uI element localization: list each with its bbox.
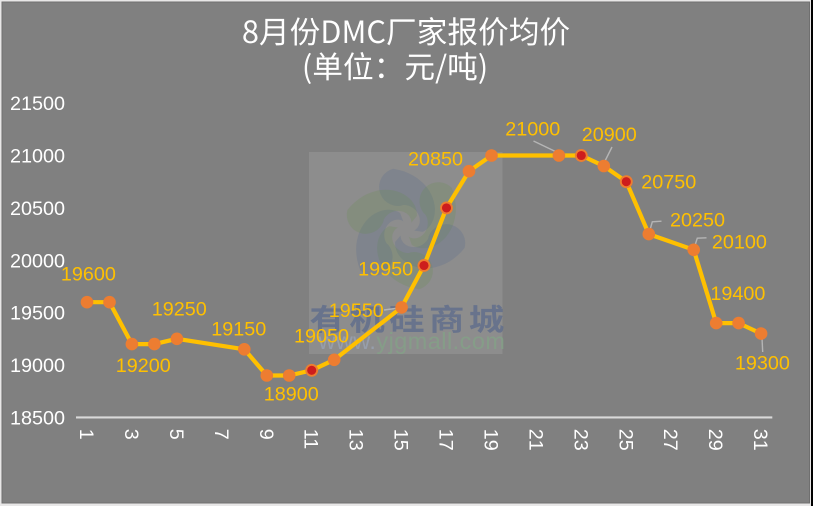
svg-text:7: 7 (210, 429, 232, 440)
svg-text:20500: 20500 (10, 198, 65, 220)
svg-text:19250: 19250 (152, 298, 207, 320)
svg-text:21000: 21000 (505, 118, 560, 140)
svg-text:20850: 20850 (408, 148, 463, 170)
svg-text:19550: 19550 (329, 300, 384, 322)
svg-text:19600: 19600 (61, 263, 116, 285)
svg-text:20250: 20250 (670, 210, 725, 232)
svg-text:21500: 21500 (10, 93, 65, 115)
svg-text:15: 15 (390, 429, 412, 451)
svg-text:20000: 20000 (10, 250, 65, 272)
svg-text:20750: 20750 (641, 171, 696, 193)
svg-text:19150: 19150 (211, 318, 266, 340)
svg-text:13: 13 (345, 429, 367, 451)
svg-text:25: 25 (614, 429, 636, 451)
svg-text:19950: 19950 (358, 259, 413, 281)
svg-text:1: 1 (75, 429, 97, 440)
svg-text:19: 19 (480, 429, 502, 451)
svg-text:11: 11 (300, 429, 322, 450)
svg-text:21: 21 (524, 429, 546, 451)
svg-text:19050: 19050 (294, 326, 349, 348)
svg-text:18900: 18900 (264, 384, 319, 406)
svg-text:19500: 19500 (10, 303, 65, 325)
svg-text:20100: 20100 (712, 231, 767, 253)
svg-text:31: 31 (749, 429, 771, 451)
svg-text:18500: 18500 (10, 407, 65, 429)
svg-text:29: 29 (704, 429, 726, 451)
svg-text:17: 17 (435, 429, 457, 451)
svg-text:23: 23 (569, 429, 591, 451)
svg-text:27: 27 (659, 429, 681, 451)
svg-text:19200: 19200 (116, 355, 171, 377)
svg-text:19300: 19300 (735, 352, 790, 374)
svg-text:19000: 19000 (10, 355, 65, 377)
svg-text:3: 3 (120, 429, 142, 440)
svg-text:9: 9 (255, 429, 277, 440)
svg-text:21000: 21000 (10, 146, 65, 168)
svg-text:5: 5 (165, 429, 187, 440)
svg-text:19400: 19400 (710, 283, 765, 305)
svg-text:20900: 20900 (582, 124, 637, 146)
